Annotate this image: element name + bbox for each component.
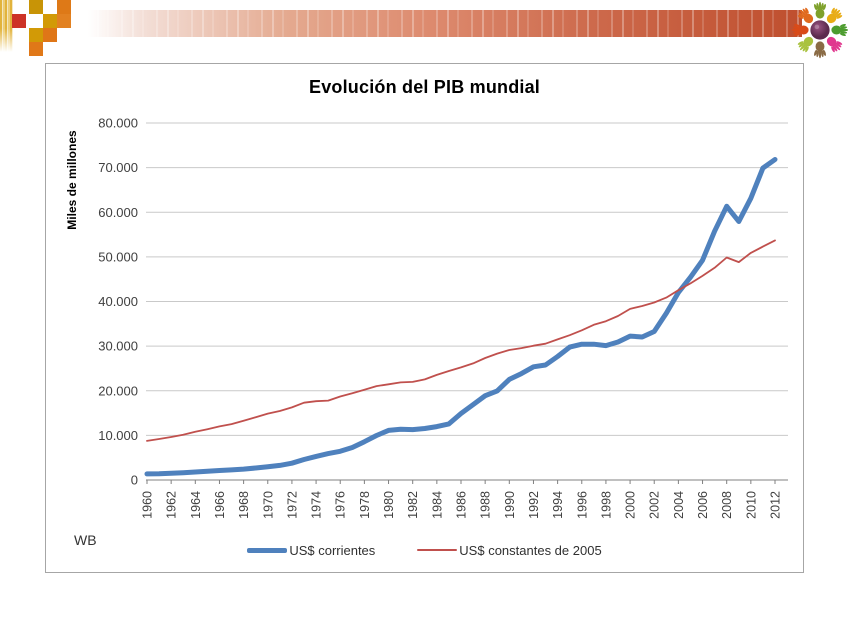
y-tick-label: 40.000 [98, 294, 138, 309]
decoration-square [57, 0, 71, 14]
legend-swatch [247, 547, 288, 553]
decoration-square [12, 14, 26, 28]
legend-swatch [417, 549, 458, 551]
x-tick-label: 1970 [261, 491, 275, 519]
x-tick-label: 1978 [358, 491, 372, 519]
hand-print-icon [814, 1, 826, 19]
x-tick-label: 1998 [599, 491, 613, 519]
hand-print-icon [826, 36, 843, 53]
decoration-square [43, 14, 57, 28]
x-tick-label: 1992 [527, 491, 541, 519]
decoration-square [29, 42, 43, 56]
x-tick-label: 1982 [406, 491, 420, 519]
x-tick-label: 1960 [141, 491, 155, 519]
source-label: WB [74, 532, 97, 548]
hand-print-icon [791, 24, 809, 36]
x-tick-label: 1988 [479, 491, 493, 519]
hand-print-icon [797, 7, 814, 24]
globe-icon [810, 20, 830, 40]
x-tick-label: 2004 [672, 491, 686, 519]
series-line-us-constantes-de-2005 [146, 239, 776, 442]
hand-print-icon [826, 7, 843, 24]
x-tick-label: 1976 [334, 491, 348, 519]
header-squares-decoration [0, 0, 90, 60]
x-tick-label: 1974 [310, 491, 324, 519]
y-tick-label: 50.000 [98, 249, 138, 264]
decoration-square [43, 28, 57, 42]
hands-logo-svg [791, 1, 848, 59]
chart-legend: US$ corrientes US$ constantes de 2005 [46, 538, 803, 562]
x-tick-label: 1966 [213, 491, 227, 519]
x-tick-label: 1980 [382, 491, 396, 519]
y-tick-label: 70.000 [98, 160, 138, 175]
x-tick-label: 1962 [165, 491, 179, 519]
line-chart-plot: 0 10.000 20.000 30.000 40.000 50.000 60.000 70.… [98, 116, 788, 519]
legend-item: US$ constantes de 2005 [417, 542, 602, 558]
series-line-us-corrientes [144, 157, 778, 477]
x-tick-label: 1972 [285, 491, 299, 519]
chart-title: Evolución del PIB mundial [308, 77, 541, 97]
x-tick-label: 1996 [575, 491, 589, 519]
x-tick-label: 1994 [551, 491, 565, 519]
x-tick-label: 2000 [624, 491, 638, 519]
y-tick-label: 30.000 [98, 339, 138, 354]
decoration-square [57, 14, 71, 28]
x-tick-label: 2012 [769, 491, 783, 519]
x-tick-label: 1964 [189, 491, 203, 519]
x-tick-label: 2002 [648, 491, 662, 519]
legend-label: US$ constantes de 2005 [459, 542, 602, 558]
decoration-square [29, 0, 43, 14]
decoration-square [29, 28, 43, 42]
y-tick-label: 10.000 [98, 428, 138, 443]
chart-container: Evolución del PIB mundial Miles de millo… [45, 63, 804, 573]
hand-print-icon [831, 24, 848, 36]
legend-item: US$ corrientes [247, 543, 375, 558]
y-tick-label: 20.000 [98, 383, 138, 398]
x-tick-label: 2008 [720, 491, 734, 519]
hand-print-icon [797, 36, 814, 53]
legend-label: US$ corrientes [289, 542, 376, 558]
x-tick-label: 1990 [503, 491, 517, 519]
x-tick-label: 2010 [744, 491, 758, 519]
x-tick-label: 2006 [696, 491, 710, 519]
x-tick-label: 1984 [430, 491, 444, 519]
y-tick-label: 0 [131, 473, 138, 488]
header-left-stripe [0, 0, 13, 52]
y-tick-label: 60.000 [98, 205, 138, 220]
x-tick-label: 1986 [455, 491, 469, 519]
x-tick-label: 1968 [237, 491, 251, 519]
hand-print-icon [814, 41, 826, 59]
y-tick-label: 80.000 [98, 116, 138, 131]
hands-around-globe-icon [791, 1, 848, 59]
header-gradient-band [88, 10, 802, 37]
